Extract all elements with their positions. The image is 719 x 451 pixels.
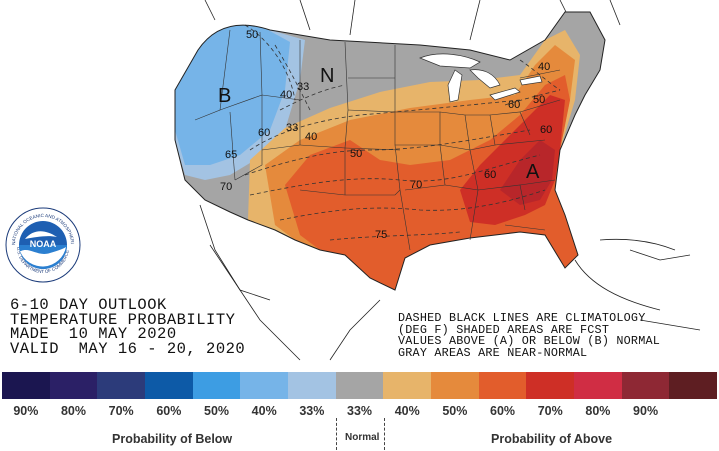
neighbor-borders (199, 0, 701, 361)
outlook-title: 6-10 DAY OUTLOOK TEMPERATURE PROBABILITY M… (10, 298, 245, 356)
normal-divider-left (336, 418, 337, 450)
region-a-label: A (526, 161, 540, 183)
note-line-3: VALUES ABOVE (A) OR BELOW (B) NORMAL (398, 334, 661, 349)
legend-percent-label: 80% (60, 404, 87, 418)
contour-label: 40 (305, 131, 317, 143)
legend-swatch (145, 372, 193, 399)
contour-label: 40 (280, 89, 292, 101)
legend-percent-label: 50% (204, 404, 230, 418)
legend-swatch (431, 372, 479, 399)
contour-label: 50 (246, 29, 258, 41)
legend-color-bar (2, 372, 718, 399)
legend-percent-label: 70% (108, 404, 134, 418)
legend-swatch (383, 372, 432, 399)
logo-wordmark: NOAA (30, 239, 57, 249)
legend-swatch (97, 372, 146, 399)
region-n-label: N (320, 65, 334, 87)
region-b-label: B (218, 85, 231, 107)
title-line-4: VALID MAY 16 - 20, 2020 (10, 339, 246, 358)
conus-outline (174, 11, 606, 291)
legend-caption-normal: Normal (345, 432, 380, 443)
legend-swatch (669, 372, 718, 399)
legend-swatch (478, 372, 527, 399)
climatology-contours (244, 24, 561, 241)
legend-swatch (2, 372, 50, 399)
legend-caption-below: Probability of Below (112, 432, 233, 446)
contour-label: 70 (220, 181, 232, 193)
noaa-logo: NATIONAL OCEANIC AND ATMOSPHERIC ADMINIS… (5, 207, 81, 283)
legend-percent-label: 33% (299, 404, 325, 418)
contour-label: 60 (484, 169, 496, 181)
normal-divider-right (384, 418, 385, 450)
region-above-70 (500, 140, 555, 205)
note-line-1: DASHED BLACK LINES ARE CLIMATOLOGY (398, 311, 646, 325)
legend-percent-label: 80% (585, 404, 611, 418)
legend-percent-labels: 90% 80% 70% 60% 50% 40% 33% 33% 40% 50% 60% 70% 80% 9… (2, 404, 717, 420)
map-notes: DASHED BLACK LINES ARE CLIMATOLOGY (DEG F… (398, 311, 661, 360)
region-below-40 (175, 25, 290, 166)
title-line-1: 6-10 DAY OUTLOOK (10, 296, 167, 314)
legend-swatch (574, 372, 622, 399)
legend-percent-label: 60% (156, 404, 182, 418)
contour-label: 60 (508, 99, 520, 111)
legend-percent-label (669, 404, 717, 420)
contour-label: 70 (410, 179, 422, 191)
legend-percent-label: 40% (394, 404, 420, 418)
legend-swatch (335, 372, 384, 399)
legend-percent-label: 60% (490, 404, 516, 418)
legend-swatch (192, 372, 241, 399)
legend-percent-label: 70% (537, 404, 563, 418)
contour-label: 50 (350, 148, 362, 160)
legend-swatch (288, 372, 336, 399)
contour-label: 65 (225, 149, 237, 161)
contour-label: 40 (538, 61, 550, 73)
legend-swatch (621, 372, 670, 399)
contour-label: 50 (533, 94, 545, 106)
legend-percent-label: 90% (13, 404, 39, 418)
legend-percent-label: 90% (633, 404, 659, 418)
contour-label: 33 (286, 122, 298, 134)
note-line-2: (DEG F) SHADED AREAS ARE FCST (398, 322, 610, 337)
legend-swatch (526, 372, 575, 399)
legend-percent-label: 50% (442, 404, 468, 418)
contour-label: 60 (540, 124, 552, 136)
contour-label: 75 (375, 229, 387, 241)
legend-swatch (240, 372, 289, 399)
contour-label: 33 (297, 81, 309, 93)
legend-swatch (49, 372, 98, 399)
title-line-3: MADE 10 MAY 2020 (10, 325, 177, 343)
note-line-4: GRAY AREAS ARE NEAR-NORMAL (398, 345, 588, 360)
legend-percent-label: 33% (347, 404, 373, 418)
title-line-2: TEMPERATURE PROBABILITY (10, 310, 236, 329)
legend-caption-above: Probability of Above (491, 432, 613, 446)
legend-percent-label: 40% (251, 404, 277, 418)
region-above-50 (285, 75, 578, 290)
outlook-map: B N A 50 40 33 60 65 70 33 40 50 70 75 6… (174, 0, 701, 361)
contour-label: 60 (258, 127, 270, 139)
great-lakes (419, 53, 543, 103)
